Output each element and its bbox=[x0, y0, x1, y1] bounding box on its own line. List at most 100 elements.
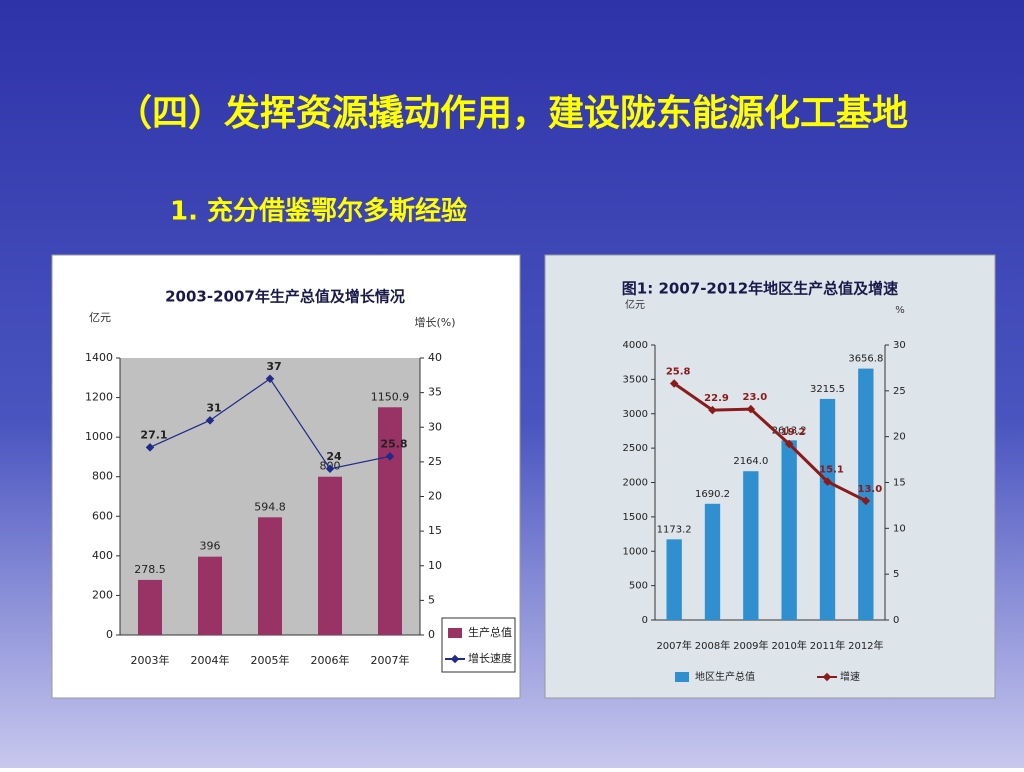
slide-title: （四）发挥资源撬动作用，建设陇东能源化工基地 bbox=[116, 93, 908, 134]
point bbox=[861, 496, 871, 506]
y2-axis-label: 增长(%) bbox=[414, 315, 455, 329]
y-tick-label: 1400 bbox=[85, 351, 113, 364]
y-tick-label: 1000 bbox=[623, 546, 648, 557]
y2-tick-label: 25 bbox=[893, 386, 906, 397]
data-label: 25.8 bbox=[380, 437, 407, 450]
y2-tick-label: 5 bbox=[428, 593, 435, 606]
x-tick-label: 2006年 bbox=[311, 653, 350, 667]
bar bbox=[198, 556, 222, 635]
point bbox=[205, 416, 215, 425]
y2-tick-label: 25 bbox=[428, 455, 442, 468]
data-label: 19.2 bbox=[781, 427, 806, 438]
line bbox=[673, 382, 867, 503]
y2-axis-label: % bbox=[895, 305, 905, 316]
y-tick-label: 3500 bbox=[623, 374, 648, 385]
y-tick-label: 500 bbox=[629, 581, 648, 592]
y2-tick-label: 30 bbox=[893, 340, 906, 351]
data-label: 3215.5 bbox=[810, 384, 845, 395]
y2-tick-label: 15 bbox=[428, 524, 442, 537]
data-label: 3656.8 bbox=[848, 354, 883, 365]
point bbox=[385, 452, 395, 461]
data-label: 13.0 bbox=[857, 484, 882, 495]
legend-label: 生产总值 bbox=[468, 625, 512, 639]
legend-label: 增速 bbox=[840, 670, 860, 683]
x-tick-label: 2012年 bbox=[848, 639, 883, 652]
y-axis-label: 亿元 bbox=[625, 298, 645, 311]
point bbox=[669, 379, 679, 388]
point bbox=[708, 405, 717, 415]
bar bbox=[743, 471, 759, 620]
y-tick-label: 200 bbox=[92, 588, 113, 601]
data-label: 2164.0 bbox=[733, 456, 768, 467]
y-tick-label: 0 bbox=[106, 628, 113, 641]
data-label: 278.5 bbox=[134, 563, 166, 576]
data-label: 31 bbox=[206, 401, 221, 414]
x-tick-label: 2008年 bbox=[695, 639, 730, 652]
y-tick-label: 600 bbox=[92, 509, 113, 522]
y-tick-label: 4000 bbox=[623, 340, 648, 351]
plot-area bbox=[655, 345, 885, 620]
data-label: 22.9 bbox=[704, 393, 729, 404]
x-tick-label: 2007年 bbox=[371, 653, 410, 667]
bar bbox=[819, 398, 836, 620]
y2-tick-label: 40 bbox=[428, 351, 442, 364]
legend-swatch bbox=[450, 654, 460, 664]
y-tick-label: 1500 bbox=[623, 512, 648, 523]
data-label: 2613.2 bbox=[772, 425, 807, 436]
data-label: 15.1 bbox=[819, 465, 844, 476]
x-tick-label: 2004年 bbox=[191, 653, 230, 667]
y-tick-label: 2000 bbox=[623, 478, 648, 489]
legend-swatch bbox=[675, 672, 689, 682]
data-label: 25.8 bbox=[666, 367, 691, 378]
data-label: 396 bbox=[200, 540, 221, 553]
bar bbox=[138, 579, 162, 635]
y-tick-label: 3000 bbox=[623, 409, 648, 420]
data-label: 1150.9 bbox=[371, 390, 410, 403]
legend-swatch bbox=[822, 672, 832, 682]
x-tick-label: 2003年 bbox=[131, 653, 170, 667]
bar bbox=[318, 476, 342, 635]
data-label: 27.1 bbox=[140, 428, 167, 441]
y-axis-label: 亿元 bbox=[89, 311, 111, 324]
slide-subtitle: 1. 充分借鉴鄂尔多斯经验 bbox=[170, 196, 467, 227]
point bbox=[265, 374, 275, 384]
data-label: 1173.2 bbox=[657, 524, 692, 535]
point bbox=[746, 404, 756, 414]
data-label: 24 bbox=[326, 450, 342, 463]
point bbox=[784, 439, 794, 449]
chart-title: 2003-2007年生产总值及增长情况 bbox=[165, 288, 405, 306]
y-tick-label: 2500 bbox=[623, 443, 648, 454]
bar bbox=[858, 368, 874, 620]
bar bbox=[258, 517, 282, 635]
y2-tick-label: 0 bbox=[428, 628, 435, 641]
point bbox=[145, 443, 155, 452]
legend-box bbox=[441, 617, 516, 673]
x-tick-label: 2007年 bbox=[656, 639, 691, 652]
point bbox=[325, 464, 335, 474]
y2-tick-label: 20 bbox=[893, 432, 906, 443]
y2-tick-label: 10 bbox=[428, 559, 442, 572]
legend-label: 地区生产总值 bbox=[695, 670, 755, 683]
y2-tick-label: 15 bbox=[893, 478, 906, 489]
chart-title: 图1: 2007-2012年地区生产总值及增速 bbox=[622, 280, 898, 298]
data-label: 594.8 bbox=[254, 500, 286, 513]
point bbox=[823, 477, 832, 486]
y2-tick-label: 5 bbox=[893, 569, 899, 580]
y2-tick-label: 30 bbox=[428, 420, 442, 433]
data-label: 37 bbox=[266, 360, 281, 373]
data-label: 23.0 bbox=[742, 392, 767, 403]
legend-swatch bbox=[448, 628, 462, 638]
bar bbox=[781, 440, 797, 620]
x-tick-label: 2011年 bbox=[810, 639, 845, 652]
y2-tick-label: 20 bbox=[428, 490, 442, 503]
bar bbox=[666, 539, 682, 620]
bar bbox=[378, 407, 402, 635]
legend-label: 增长速度 bbox=[468, 651, 512, 665]
bar bbox=[704, 503, 721, 620]
x-tick-label: 2009年 bbox=[733, 639, 768, 652]
data-label: 1690.2 bbox=[695, 489, 730, 500]
x-tick-label: 2010年 bbox=[771, 639, 806, 652]
y-tick-label: 800 bbox=[92, 470, 113, 483]
y2-tick-label: 35 bbox=[428, 386, 442, 399]
